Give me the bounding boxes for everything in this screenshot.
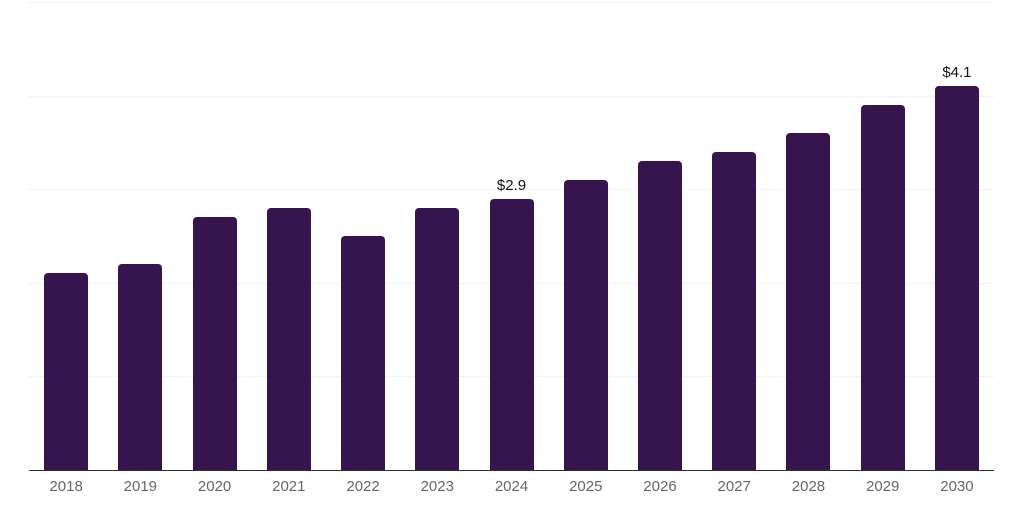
- bar-column-2027: [697, 2, 771, 470]
- bar-column-2025: [549, 2, 623, 470]
- gridline-4: [29, 95, 994, 97]
- x-tick-label-2019: 2019: [123, 478, 158, 495]
- bar-series: $2.9 $4.1: [29, 2, 994, 470]
- x-tick-label-2022: 2022: [346, 478, 380, 495]
- bar-2018: [44, 273, 89, 470]
- bar-2021: [266, 207, 311, 470]
- x-tick-label-2024: 2024: [494, 478, 529, 495]
- bar-column-2021: [252, 2, 326, 470]
- x-axis-labels: 2018 2019 2020 2021 2022 2023 2024 2025 2026 2027…: [29, 478, 994, 495]
- data-label-2024: $2.9: [496, 176, 527, 194]
- bar-2028: [786, 133, 831, 470]
- x-tick-label-2021: 2021: [272, 478, 306, 495]
- x-tick-label-2026: 2026: [643, 478, 677, 495]
- bar-column-2024: $2.9: [474, 2, 548, 470]
- bar-2027: [712, 151, 757, 470]
- bar-2020: [192, 217, 237, 470]
- bar-column-2026: [623, 2, 697, 470]
- bar-2030: [934, 86, 979, 470]
- x-tick-label-2028: 2028: [791, 478, 826, 495]
- x-tick-label-2020: 2020: [197, 478, 232, 495]
- data-label-2030: $4.1: [942, 64, 972, 82]
- x-tick-label-2023: 2023: [420, 478, 454, 495]
- bar-2025: [563, 179, 608, 470]
- x-tick-label-2018: 2018: [49, 478, 83, 495]
- bar-column-2028: [771, 2, 845, 470]
- bar-column-2018: [29, 2, 103, 470]
- bar-2026: [637, 161, 682, 470]
- x-tick-label-2030: 2030: [940, 478, 974, 495]
- bar-2019: [118, 264, 163, 470]
- plot-area: $2.9 $4.1: [29, 2, 994, 471]
- bar-column-2019: [103, 2, 177, 470]
- bar-2023: [415, 207, 460, 470]
- x-tick-label-2027: 2027: [717, 478, 751, 495]
- bar-2029: [860, 104, 905, 470]
- bar-2022: [341, 236, 386, 470]
- bar-column-2022: [326, 2, 400, 470]
- x-tick-label-2025: 2025: [569, 478, 603, 495]
- gridline-5: [29, 2, 994, 3]
- gridline-3: [29, 189, 994, 191]
- bar-column-2023: [400, 2, 474, 470]
- bar-column-2030: $4.1: [920, 2, 994, 470]
- bar-2024: [489, 198, 534, 470]
- bar-column-2029: [846, 2, 920, 470]
- bar-column-2020: [177, 2, 251, 470]
- x-tick-label-2029: 2029: [866, 478, 900, 495]
